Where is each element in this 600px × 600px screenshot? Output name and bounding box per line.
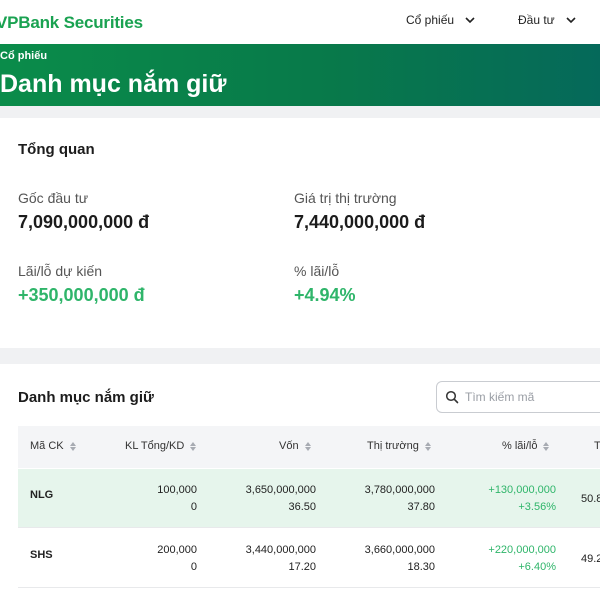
cell-pl: +220,000,000: [488, 544, 556, 556]
search-box[interactable]: [436, 381, 600, 413]
col-header-symbol[interactable]: Mã CK: [30, 440, 76, 452]
col-header-pl[interactable]: % lãi/lỗ: [502, 440, 550, 452]
cell-qty-total: 100,000: [157, 484, 197, 496]
search-input[interactable]: [465, 390, 600, 404]
cell-symbol: SHS: [30, 549, 53, 561]
col-header-label: Vốn: [279, 440, 299, 452]
col-header-extra[interactable]: T: [594, 440, 600, 452]
col-header-label: T: [594, 440, 600, 452]
overview-title: Tổng quan: [18, 141, 95, 158]
cell-pl-percent: +6.40%: [518, 561, 556, 573]
col-header-label: Thị trường: [367, 440, 419, 452]
stat-value-market-value: 7,440,000,000 đ: [294, 212, 426, 232]
nav-menu-stocks[interactable]: Cổ phiếu: [406, 13, 476, 27]
stat-label-market-value: Giá trị thị trường: [294, 190, 397, 206]
holdings-title: Danh mục nắm giữ: [18, 389, 154, 406]
stat-label-principal: Gốc đầu tư: [18, 190, 89, 206]
cell-extra: 49.2: [581, 553, 600, 565]
stat-value-pl-percent: +4.94%: [294, 285, 356, 305]
sort-icon: [543, 441, 550, 451]
cell-cost: 3,650,000,000: [245, 484, 316, 496]
chevron-down-icon: [566, 17, 576, 24]
cell-market: 3,780,000,000: [364, 484, 435, 496]
sort-icon: [69, 441, 76, 451]
sort-icon: [190, 441, 197, 451]
cell-cost-price: 17.20: [288, 561, 316, 573]
stat-value-expected-pl: +350,000,000 đ: [18, 285, 145, 305]
col-header-label: KL Tổng/KD: [125, 440, 185, 452]
cell-qty-avail: 0: [190, 501, 197, 513]
cell-qty-total: 200,000: [157, 544, 197, 556]
cell-qty-avail: 0: [190, 561, 197, 573]
holdings-card: Danh mục nắm giữ Mã CK KL Tổng/KD Vốn Th…: [0, 364, 600, 600]
stat-label-pl-percent: % lãi/lỗ: [294, 263, 340, 279]
col-header-quantity[interactable]: KL Tổng/KD: [125, 440, 197, 452]
overview-card: Tổng quan Gốc đầu tư 7,090,000,000 đ Giá…: [0, 118, 600, 348]
col-header-cost[interactable]: Vốn: [279, 440, 311, 452]
sort-icon: [424, 441, 431, 451]
cell-extra: 50.8: [581, 493, 600, 505]
table-header: Mã CK KL Tổng/KD Vốn Thị trường % lãi/lỗ…: [18, 426, 600, 468]
stat-value-principal: 7,090,000,000 đ: [18, 212, 150, 232]
page-title: Danh mục nắm giữ: [0, 70, 227, 98]
cell-market-price: 18.30: [407, 561, 435, 573]
cell-symbol: NLG: [30, 489, 54, 501]
sort-icon: [304, 441, 311, 451]
page-banner: Cổ phiếu Danh mục nắm giữ: [0, 44, 600, 106]
cell-market: 3,660,000,000: [364, 544, 435, 556]
cell-cost-price: 36.50: [288, 501, 316, 513]
top-nav: VPBank Securities Cổ phiếu Đầu tư: [0, 0, 600, 44]
search-icon: [445, 390, 459, 404]
cell-market-price: 37.80: [407, 501, 435, 513]
table-row[interactable]: NLG 100,000 0 3,650,000,000 36.50 3,780,…: [18, 469, 600, 528]
col-header-label: Mã CK: [30, 440, 64, 452]
cell-pl: +130,000,000: [488, 484, 556, 496]
nav-menu-label: Đầu tư: [518, 13, 555, 27]
col-header-label: % lãi/lỗ: [502, 440, 538, 452]
cell-cost: 3,440,000,000: [245, 544, 316, 556]
nav-menu-label: Cổ phiếu: [406, 13, 455, 27]
chevron-down-icon: [465, 17, 475, 24]
table-row[interactable]: SHS 200,000 0 3,440,000,000 17.20 3,660,…: [18, 529, 600, 588]
stat-label-expected-pl: Lãi/lỗ dự kiến: [18, 263, 103, 279]
nav-menu-invest[interactable]: Đầu tư: [518, 13, 577, 27]
col-header-market[interactable]: Thị trường: [367, 440, 431, 452]
breadcrumb[interactable]: Cổ phiếu: [0, 50, 48, 62]
cell-pl-percent: +3.56%: [518, 501, 556, 513]
brand-logo[interactable]: VPBank Securities: [0, 13, 143, 32]
